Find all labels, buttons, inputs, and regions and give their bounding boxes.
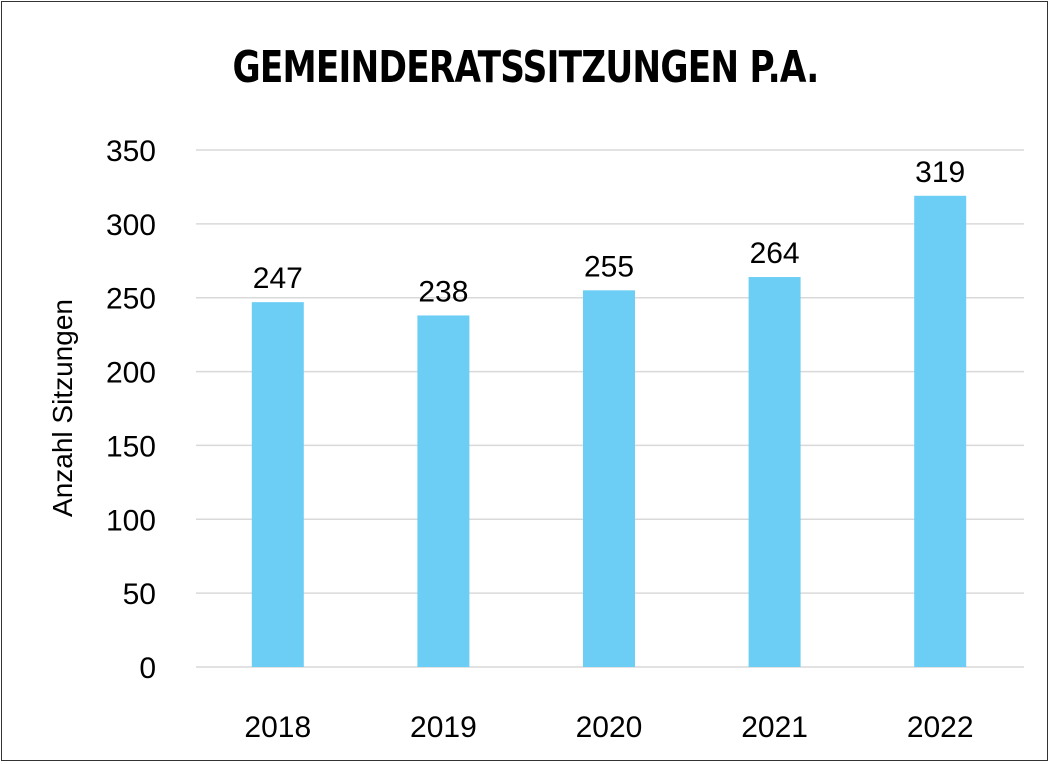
data-label-2022: 319 [915,156,965,189]
y-tick-label: 250 [106,283,156,316]
x-tick-label-2018: 2018 [244,711,311,744]
bar-2021 [748,277,801,667]
bar-2022 [914,195,967,667]
data-label-2018: 247 [253,262,303,295]
chart-title: GEMEINDERATSSITZUNGEN P.A. [232,42,819,93]
bar-2019 [417,315,470,667]
x-tick-label-2020: 2020 [576,711,643,744]
bar-2020 [583,290,635,667]
y-axis-label: Anzahl Sitzungen [47,299,78,517]
y-tick-label: 150 [106,430,156,463]
x-tick-label-2022: 2022 [907,711,974,744]
y-tick-label: 200 [106,357,156,390]
x-tick-label-2021: 2021 [741,711,808,744]
x-tick-label-2019: 2019 [410,711,477,744]
x-axis-tick-labels: 2018 2019 2020 2021 2022 [244,711,973,744]
bar-2018 [251,302,304,667]
y-tick-label: 100 [106,504,156,537]
data-label-2021: 264 [750,237,800,270]
y-tick-label: 50 [123,578,156,611]
y-tick-label: 0 [139,652,156,685]
data-label-2020: 255 [584,250,634,283]
bars [251,195,967,667]
y-axis-tick-labels: 0 50 100 150 200 250 300 350 [106,135,156,685]
y-tick-label: 350 [106,135,156,168]
data-labels: 247 238 255 264 319 [253,156,965,309]
data-label-2019: 238 [418,275,468,308]
y-tick-label: 300 [106,209,156,242]
